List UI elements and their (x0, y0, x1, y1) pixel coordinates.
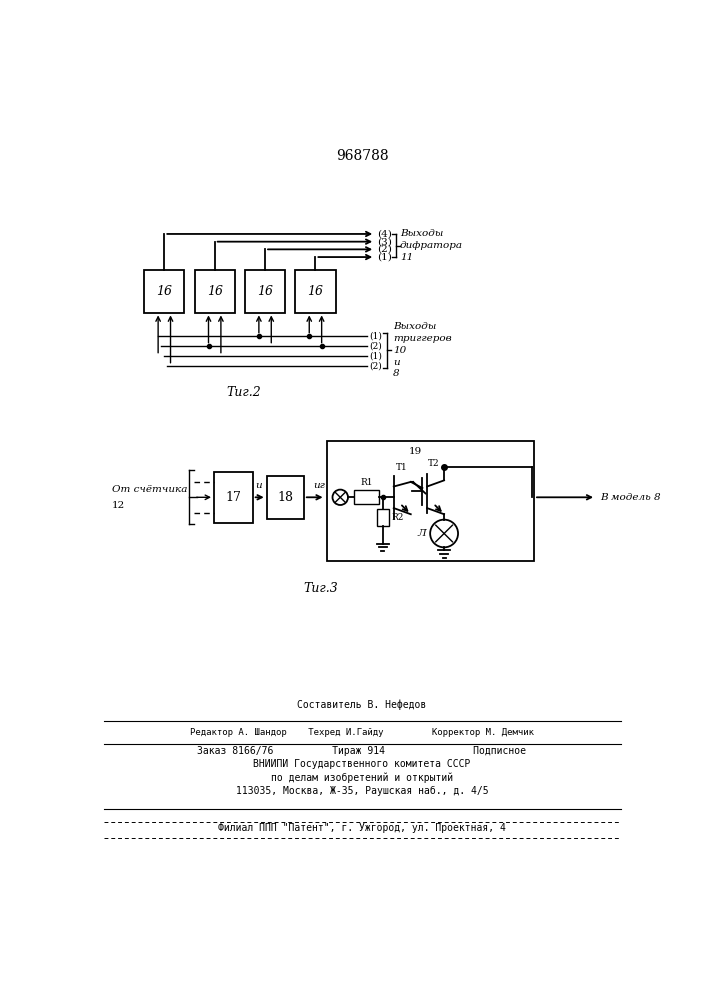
Bar (267, 476, 304, 519)
Text: 113035, Москва, Ж-35, Раушская наб., д. 4/5: 113035, Москва, Ж-35, Раушская наб., д. … (235, 786, 489, 796)
Bar (327, 441, 534, 561)
Text: (1): (1) (378, 253, 392, 262)
Text: (3): (3) (378, 237, 392, 246)
Text: (1): (1) (370, 331, 382, 340)
Text: по делам изобретений и открытий: по делам изобретений и открытий (271, 772, 453, 783)
Bar (214, 472, 252, 523)
Text: 16: 16 (206, 285, 223, 298)
Text: R2: R2 (392, 513, 404, 522)
Text: R1: R1 (361, 478, 373, 487)
Text: В модель 8: В модель 8 (600, 493, 660, 502)
Text: Выходы
триггеров
10
и
8: Выходы триггеров 10 и 8 (393, 322, 452, 378)
Bar (377, 509, 389, 526)
Text: (1): (1) (370, 351, 382, 360)
Text: От счётчика: От счётчика (112, 485, 187, 494)
Text: 16: 16 (308, 285, 323, 298)
Text: T1: T1 (396, 463, 407, 472)
Text: 17: 17 (226, 491, 241, 504)
Text: (2): (2) (370, 341, 382, 350)
Bar (245, 270, 285, 312)
Text: T2: T2 (428, 459, 439, 468)
Text: Редактор А. Шандор    Техред И.Гайду         Корректор М. Демчик: Редактор А. Шандор Техред И.Гайду Коррек… (190, 728, 534, 737)
Bar (144, 270, 185, 312)
Text: 16: 16 (156, 285, 173, 298)
Text: (2): (2) (378, 245, 392, 254)
Text: Филиал ППП "Патент", г. Ужгород, ул. Проектная, 4: Филиал ППП "Патент", г. Ужгород, ул. Про… (218, 823, 506, 833)
Bar (296, 270, 336, 312)
Circle shape (332, 490, 348, 505)
Text: 18: 18 (277, 491, 293, 504)
Text: ВНИИПИ Государственного комитета СССР: ВНИИПИ Государственного комитета СССР (253, 759, 471, 769)
Text: 16: 16 (257, 285, 273, 298)
Circle shape (430, 520, 458, 547)
Text: 12: 12 (112, 500, 125, 510)
Text: 19: 19 (409, 447, 421, 456)
Text: Τиг.2: Τиг.2 (226, 386, 261, 399)
Text: (4): (4) (378, 229, 392, 238)
Text: Л: Л (418, 529, 426, 538)
Text: 968788: 968788 (336, 149, 388, 163)
Text: Τиг.3: Τиг.3 (303, 582, 338, 595)
Text: (2): (2) (370, 361, 382, 370)
Text: Составитель В. Нефедов: Составитель В. Нефедов (298, 699, 426, 710)
Bar (194, 270, 235, 312)
Text: Заказ 8166/76          Тираж 914               Подписное: Заказ 8166/76 Тираж 914 Подписное (197, 746, 527, 756)
Text: uг: uг (313, 481, 325, 490)
Text: Выходы
дифратора
11: Выходы дифратора 11 (400, 229, 463, 262)
Bar (354, 490, 379, 504)
Text: u: u (255, 481, 262, 490)
